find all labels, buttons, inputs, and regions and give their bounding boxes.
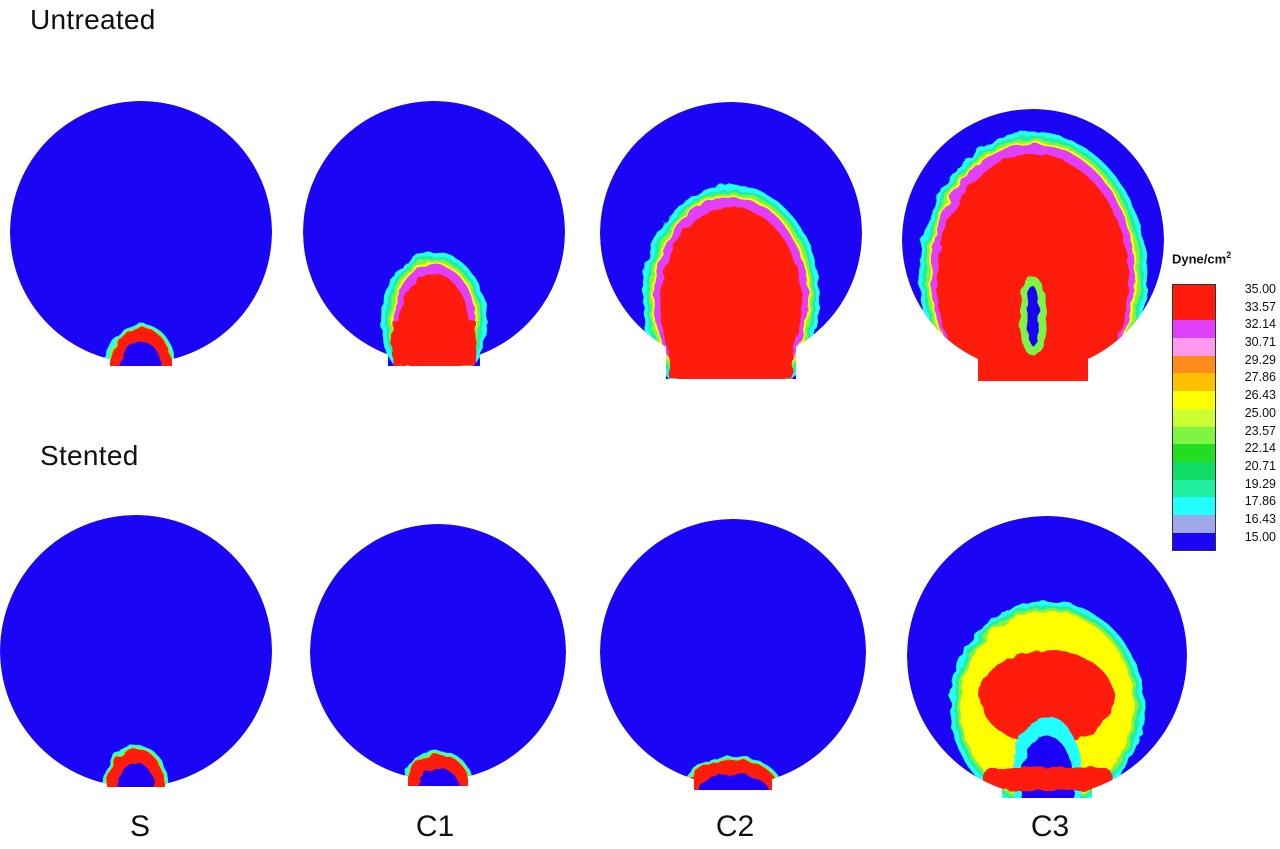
- contour-panel-stented-c2: [600, 519, 866, 790]
- contour-panel-untreated-s: [10, 101, 272, 366]
- legend-value-label: 25.00: [1244, 405, 1276, 420]
- inlet-jet: [982, 768, 1112, 790]
- row-title-untreated: Untreated: [30, 4, 156, 35]
- legend-swatch: [1173, 302, 1215, 321]
- column-label-c1: C1: [415, 810, 455, 843]
- legend-value-labels: 35.00 33.57 32.14 30.71 29.29 27.86 26.43 25.00…: [1220, 281, 1276, 546]
- contour-panel-stented-c1: [310, 524, 566, 786]
- legend-swatch: [1173, 285, 1215, 303]
- contour-panel-stented-s: [0, 515, 272, 787]
- legend-swatch: [1173, 373, 1215, 392]
- row-title-stented: Stented: [40, 440, 139, 471]
- legend-swatch: [1173, 514, 1215, 533]
- max-shear-region: [110, 328, 172, 366]
- legend-swatch: [1173, 355, 1215, 374]
- column-label-c2: C2: [715, 810, 755, 843]
- legend-swatch: [1173, 461, 1215, 480]
- legend-value-label: 29.29: [1244, 352, 1276, 367]
- legend-value-label: 23.57: [1244, 423, 1276, 438]
- legend-swatch: [1173, 320, 1215, 339]
- jet-core: [670, 298, 792, 379]
- legend-value-label: 15.00: [1244, 529, 1276, 544]
- inlet-core: [417, 768, 459, 786]
- legend-swatch: [1173, 408, 1215, 427]
- column-label-c3: C3: [1030, 810, 1070, 843]
- legend-unit-exponent: 2: [1226, 250, 1232, 260]
- contour-panel-untreated-c2: [600, 102, 862, 379]
- jet-core: [392, 321, 476, 366]
- legend-unit: Dyne/cm: [1172, 251, 1227, 267]
- max-shear-region: [407, 754, 469, 786]
- legend-value-label: 16.43: [1244, 511, 1276, 526]
- contour-panel-untreated-c1: [303, 101, 565, 366]
- column-label-s: S: [129, 810, 150, 843]
- legend-swatch: [1173, 426, 1215, 445]
- recirculation-core: [1027, 286, 1039, 346]
- legend-swatch: [1173, 391, 1215, 409]
- contour-panel-untreated-c3: [902, 109, 1164, 381]
- inlet-core: [117, 763, 155, 787]
- legend-swatch: [1173, 532, 1215, 551]
- legend-value-label: 35.00: [1244, 282, 1276, 296]
- max-shear-region: [687, 760, 779, 790]
- legend-value-label: 17.86: [1244, 494, 1276, 509]
- legend-value-label: 19.29: [1244, 476, 1276, 491]
- legend-swatch: [1173, 479, 1215, 498]
- inlet-core: [697, 774, 769, 790]
- legend-title: Dyne/cm2: [1172, 250, 1231, 266]
- legend-value-label: 30.71: [1244, 335, 1276, 350]
- legend-value-label: 32.14: [1244, 317, 1276, 332]
- max-shear-region: [107, 749, 165, 787]
- legend-color-bar: [1172, 284, 1216, 552]
- legend-value-label: 22.14: [1244, 441, 1276, 456]
- legend-swatch: [1173, 338, 1215, 356]
- legend-value-label: 33.57: [1244, 299, 1276, 314]
- max-shear-region: [980, 650, 1114, 745]
- legend-swatch: [1173, 497, 1215, 515]
- legend-value-label: 20.71: [1244, 458, 1276, 473]
- legend-value-label: 27.86: [1244, 370, 1276, 385]
- contour-panel-stented-c3: [907, 516, 1187, 798]
- inlet-core: [120, 342, 162, 366]
- legend-swatch: [1173, 444, 1215, 462]
- legend-value-label: 26.43: [1244, 388, 1276, 403]
